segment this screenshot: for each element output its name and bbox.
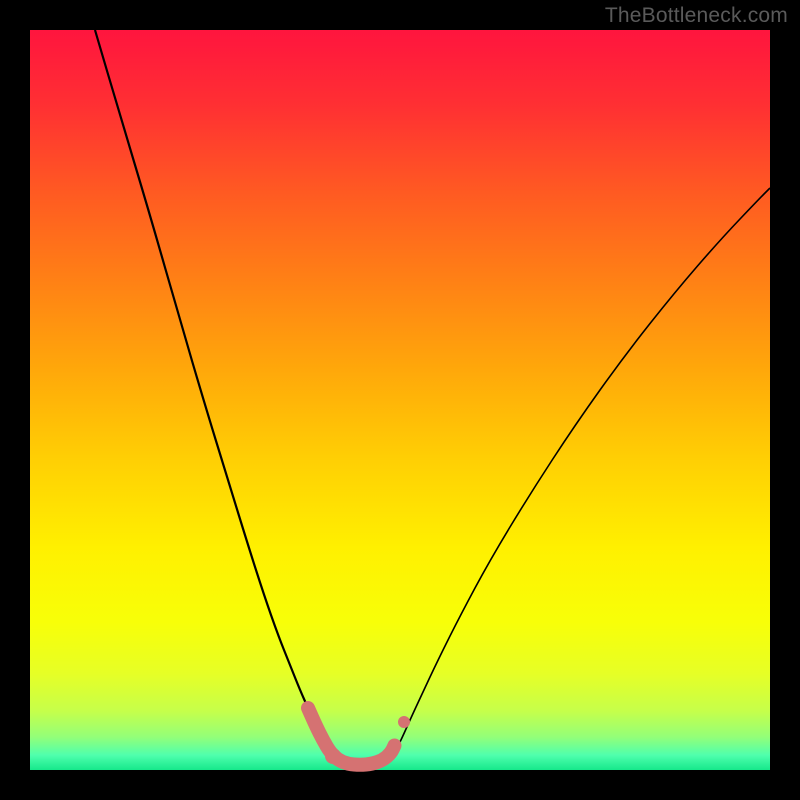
segment-marker <box>325 748 341 764</box>
chart-plot <box>0 0 800 800</box>
endpoint-marker <box>398 716 410 728</box>
canvas-root: TheBottleneck.com <box>0 0 800 800</box>
plot-background <box>30 30 770 770</box>
